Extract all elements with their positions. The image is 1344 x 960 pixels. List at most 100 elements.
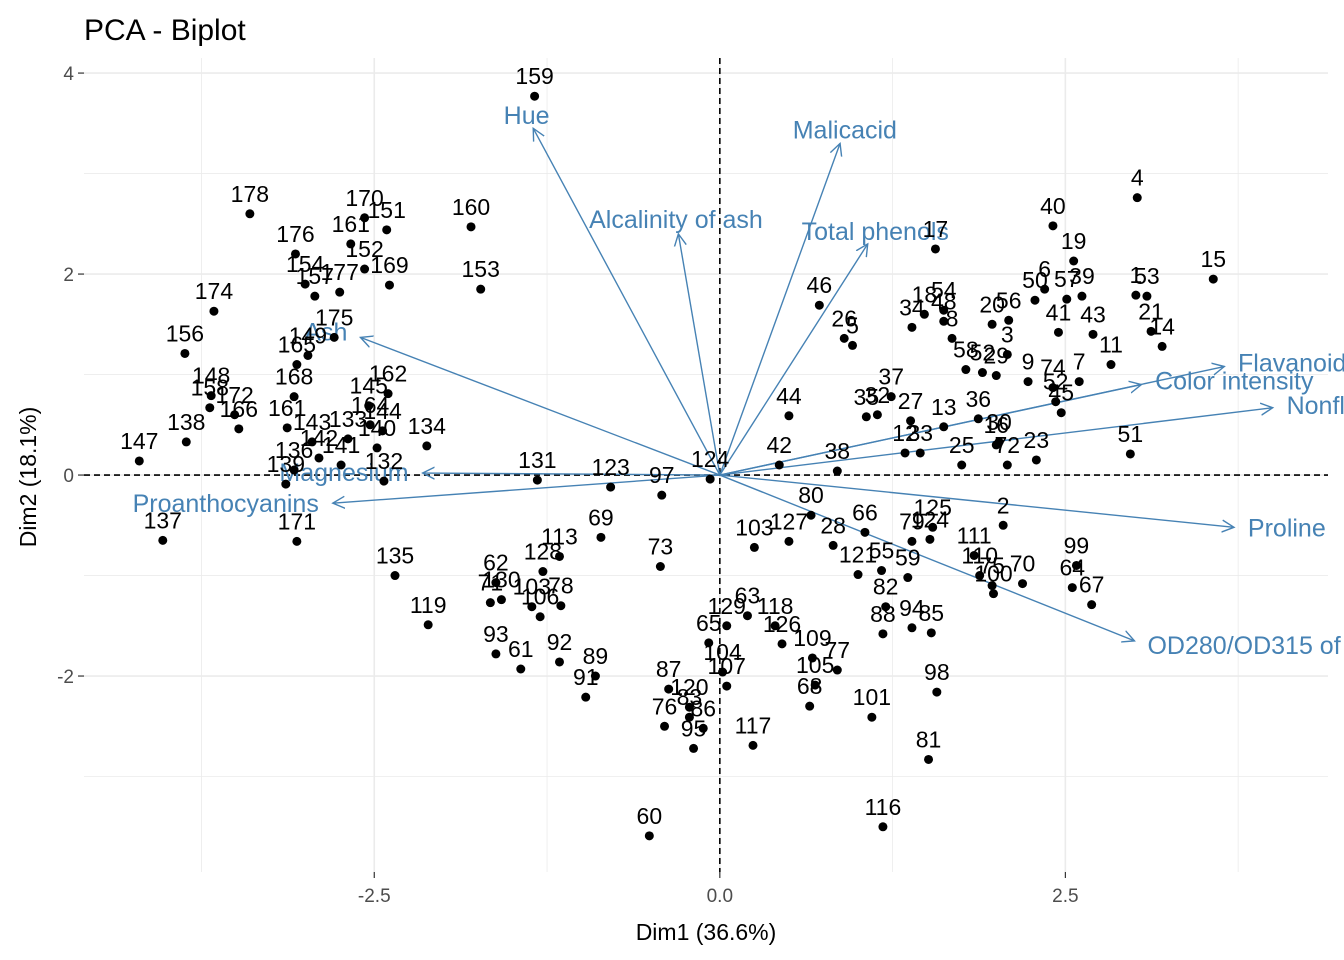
individual-label: 11 (1099, 332, 1123, 358)
individual-label: 126 (763, 611, 801, 637)
individual-point (939, 305, 949, 315)
individual-point (556, 601, 566, 611)
individual-label: 113 (541, 523, 578, 549)
individual-label: 161 (332, 211, 370, 237)
individual-point (777, 639, 787, 649)
individual-label: 71 (478, 570, 504, 596)
individual-point (606, 482, 616, 492)
individual-point (423, 620, 433, 630)
individual-point (660, 721, 670, 731)
individual-label: 42 (766, 432, 792, 458)
individual-point (581, 692, 591, 702)
individual-point (1023, 377, 1033, 387)
individual-label: 53 (1134, 263, 1160, 289)
individual-label: 133 (329, 406, 367, 432)
individual-label: 103 (735, 514, 773, 540)
individual-label: 33 (907, 420, 933, 446)
individual-point (535, 612, 545, 622)
individual-point (292, 536, 302, 546)
individual-point (205, 403, 215, 413)
variable-label: Color intensity (1155, 368, 1314, 396)
individual-label: 79 (899, 508, 925, 534)
individual-label: 93 (483, 621, 509, 647)
individual-label: 48 (931, 288, 957, 314)
individual-point (907, 322, 917, 332)
variable-arrow (360, 337, 721, 476)
individual-label: 99 (1064, 532, 1090, 558)
individual-label: 6 (1038, 256, 1051, 282)
individual-point (924, 754, 934, 764)
individual-point (466, 222, 476, 232)
individual-label: 43 (1080, 301, 1106, 327)
individual-label: 177 (321, 259, 359, 285)
individual-label: 104 (703, 639, 742, 665)
individual-point (230, 410, 240, 420)
individual-point (655, 561, 665, 571)
individual-point (867, 712, 877, 722)
individual-point (206, 391, 216, 401)
individual-label: 75 (979, 553, 1005, 579)
individual-label: 81 (916, 726, 942, 752)
variable-label: Proanthocyanins (133, 490, 319, 518)
individual-point (234, 424, 244, 434)
individual-label: 156 (166, 320, 204, 346)
individual-label: 124 (691, 446, 730, 472)
individual-label: 36 (966, 386, 992, 412)
individual-point (292, 360, 302, 370)
individual-point (532, 475, 542, 485)
individual-point (689, 743, 699, 753)
individual-point (906, 416, 916, 426)
individual-label: 37 (878, 364, 904, 390)
individual-point (878, 822, 888, 832)
individual-point (303, 350, 313, 360)
individual-point (289, 465, 299, 475)
variable-label: Alcalinity of ash (589, 206, 763, 234)
individual-label: 160 (452, 194, 490, 220)
individual-point (1146, 326, 1156, 336)
variable-label: Total phenols (802, 218, 949, 246)
individual-label: 178 (231, 181, 269, 207)
individual-point (878, 629, 888, 639)
individual-point (1157, 341, 1167, 351)
individual-label: 152 (345, 236, 383, 262)
individual-label: 98 (924, 659, 950, 685)
individual-point (307, 437, 317, 447)
individual-point (1069, 256, 1079, 266)
x-tick-label: 0.0 (707, 886, 733, 907)
x-tick-label: 2.5 (1052, 886, 1078, 907)
individual-point (181, 437, 191, 447)
y-tick-label: 2 (63, 265, 74, 286)
individual-point (378, 426, 388, 436)
individual-point (1074, 377, 1084, 387)
individual-label: 30 (986, 409, 1012, 435)
variable-arrow (719, 385, 1142, 476)
individual-point (881, 602, 891, 612)
individual-label: 142 (300, 425, 338, 451)
individual-label: 64 (1059, 555, 1085, 581)
individual-point (926, 628, 936, 638)
individual-point (491, 649, 501, 659)
y-tick-label: -2 (57, 667, 74, 688)
individual-label: 4 (1131, 165, 1144, 191)
individual-point (1125, 449, 1135, 459)
individual-point (335, 287, 345, 297)
individual-label: 117 (735, 712, 772, 738)
individual-label: 69 (588, 504, 614, 530)
individual-label: 110 (961, 543, 998, 569)
individual-point (245, 209, 255, 219)
individual-point (698, 723, 708, 733)
individual-label: 138 (167, 409, 205, 435)
individual-label: 52 (970, 340, 996, 366)
individual-label: 73 (648, 533, 674, 559)
individual-point (810, 680, 820, 690)
individual-point (872, 410, 882, 420)
individual-label: 61 (508, 636, 534, 662)
individual-label: 15 (1200, 246, 1226, 272)
individual-label: 166 (220, 396, 258, 422)
individual-label: 100 (974, 561, 1012, 587)
individual-point (784, 411, 794, 421)
individual-point (1131, 290, 1141, 300)
individual-label: 136 (275, 437, 313, 463)
individual-label: 172 (215, 382, 253, 408)
individual-label: 131 (518, 447, 556, 473)
